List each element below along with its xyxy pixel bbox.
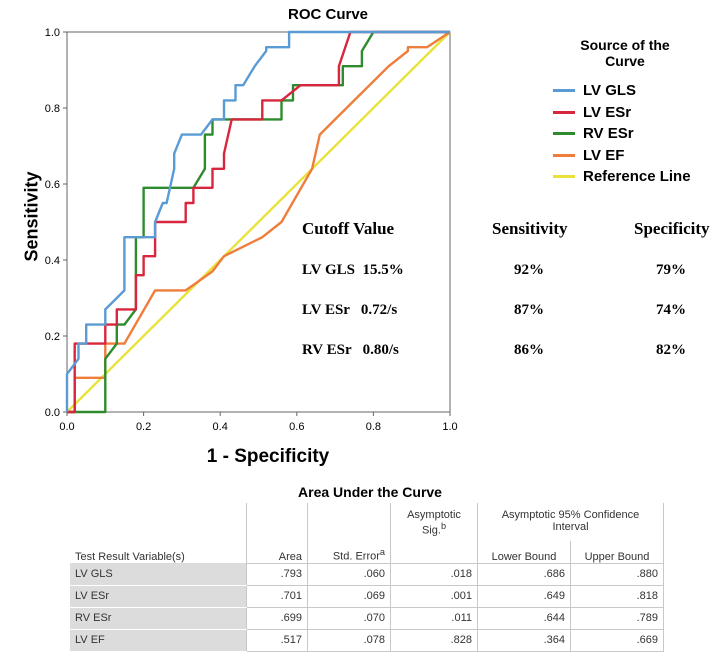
row-var: LV ESr xyxy=(70,585,247,608)
header-blank xyxy=(307,503,391,541)
row-lower: .649 xyxy=(477,584,571,608)
x-tick-label: 0.6 xyxy=(289,421,304,433)
sensitivity-value: 87% xyxy=(514,302,544,318)
sig-header-blank xyxy=(390,541,478,563)
series-line-lv-ef xyxy=(67,30,451,414)
series-line-lv-gls xyxy=(65,30,450,412)
row-var: LV EF xyxy=(70,629,247,652)
legend-item: LV EF xyxy=(553,145,691,167)
row-lower: .644 xyxy=(477,606,571,630)
upper-header: Upper Bound xyxy=(570,541,664,563)
y-tick-label: 0.6 xyxy=(45,179,60,191)
sensitivity-header: Sensitivity xyxy=(492,219,568,238)
legend-label: LV GLS xyxy=(583,82,637,100)
x-tick-label: 0.8 xyxy=(366,421,381,433)
row-lower: .686 xyxy=(477,562,571,586)
y-tick-label: 0.0 xyxy=(45,407,60,419)
legend: LV GLS LV ESr RV ESr LV EF Reference Lin… xyxy=(553,80,691,188)
var-header: Test Result Variable(s) xyxy=(75,551,185,563)
y-tick-label: 0.4 xyxy=(45,255,60,267)
legend-item: RV ESr xyxy=(553,123,691,145)
row-upper: .880 xyxy=(570,562,664,586)
series-line-lv-esr xyxy=(67,30,450,414)
row-se: .060 xyxy=(307,562,391,586)
row-sig: .018 xyxy=(390,562,478,586)
legend-item: LV GLS xyxy=(553,80,691,102)
header-blank xyxy=(246,503,308,541)
lower-header: Lower Bound xyxy=(477,541,571,563)
row-area: .699 xyxy=(246,606,308,630)
row-var: LV GLS xyxy=(70,563,247,586)
y-axis-label: Sensitivity xyxy=(21,171,42,262)
legend-swatch xyxy=(553,153,575,157)
x-tick-label: 0.4 xyxy=(213,421,228,433)
y-tick-label: 1.0 xyxy=(45,27,60,39)
specificity-header: Specificity xyxy=(634,219,710,238)
sig-header: Asymptotic Sig.b xyxy=(390,503,478,541)
y-tick-label: 0.2 xyxy=(45,331,60,343)
row-sig: .001 xyxy=(390,584,478,608)
legend-label: Reference Line xyxy=(583,168,691,186)
legend-swatch xyxy=(553,175,575,179)
row-area: .701 xyxy=(246,584,308,608)
x-tick-label: 0.2 xyxy=(136,421,151,433)
plot-frame xyxy=(66,31,451,413)
legend-swatch xyxy=(553,110,575,114)
sensitivity-value: 86% xyxy=(514,342,544,358)
legend-label: LV EF xyxy=(583,146,625,164)
cutoff-label: LV ESr 0.72/s xyxy=(302,302,398,318)
specificity-value: 79% xyxy=(656,262,686,278)
se-header: Std. Errora xyxy=(307,541,391,563)
series-line-reference-line xyxy=(66,31,451,413)
row-se: .069 xyxy=(307,584,391,608)
row-upper: .669 xyxy=(570,628,664,652)
specificity-value: 82% xyxy=(656,342,686,358)
legend-swatch xyxy=(553,89,575,93)
legend-label: RV ESr xyxy=(583,125,634,143)
x-tick-label: 1.0 xyxy=(442,421,457,433)
cutoff-label: RV ESr 0.80/s xyxy=(302,342,399,358)
legend-swatch xyxy=(553,132,575,136)
row-se: .070 xyxy=(307,606,391,630)
row-upper: .789 xyxy=(570,606,664,630)
legend-item: LV ESr xyxy=(553,102,691,124)
area-header: Area xyxy=(246,541,308,563)
y-tick-label: 0.8 xyxy=(45,103,60,115)
row-area: .793 xyxy=(246,562,308,586)
table-row: LV GLS .793 .060 .018 .686 .880 xyxy=(70,562,664,586)
row-se: .078 xyxy=(307,628,391,652)
x-axis-label: 1 - Specificity xyxy=(206,446,330,467)
x-tick-label: 0.0 xyxy=(59,421,74,433)
row-upper: .818 xyxy=(570,584,664,608)
cutoff-label: LV GLS 15.5% xyxy=(302,262,404,278)
ci-header: Asymptotic 95% Confidence Interval xyxy=(477,503,664,541)
chart-title: ROC Curve xyxy=(287,6,369,23)
legend-item: Reference Line xyxy=(553,166,691,188)
legend-title: Source of the Curve xyxy=(580,37,670,69)
table-row: RV ESr .699 .070 .011 .644 .789 xyxy=(70,606,664,630)
row-sig: .828 xyxy=(390,628,478,652)
sensitivity-value: 92% xyxy=(514,262,544,278)
cutoff-header: Cutoff Value xyxy=(302,219,395,238)
roc-chart: 0.0 0.2 0.4 0.6 0.8 1.0 0.0 0.2 0.4 0.6 0.8 1.0 xyxy=(45,27,458,433)
auc-table-title: Area Under the Curve xyxy=(298,484,442,500)
table-row: LV ESr .701 .069 .001 .649 .818 xyxy=(70,584,664,608)
row-sig: .011 xyxy=(390,606,478,630)
auc-table: Asymptotic Sig.b Asymptotic 95% Confiden… xyxy=(70,503,664,652)
header-blank xyxy=(70,503,247,541)
table-row: LV EF .517 .078 .828 .364 .669 xyxy=(70,628,664,652)
row-lower: .364 xyxy=(477,628,571,652)
row-area: .517 xyxy=(246,628,308,652)
row-var: RV ESr xyxy=(70,607,247,630)
legend-label: LV ESr xyxy=(583,103,632,121)
specificity-value: 74% xyxy=(656,302,686,318)
